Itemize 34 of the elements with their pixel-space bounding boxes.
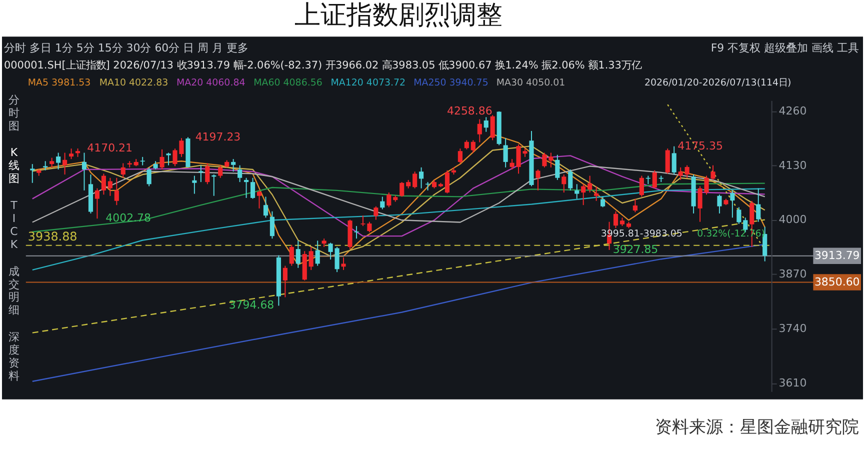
text: TICK [10,199,18,251]
text: 分时 多日 1分 5分 15分 30分 60分 日 周 月 更多 [4,42,249,55]
chart-title: 上证指数剧烈调整 [294,0,503,31]
y-tick-label: 4000 [778,213,807,226]
text: F9 不复权 超级叠加 画线 工具 [710,42,860,55]
text: MA60 4086.56 [254,77,322,88]
annotation: 4002.78 [106,212,151,225]
text: 深度资料 [8,330,20,382]
text: K线图 [8,146,20,186]
y-tick-label: 3870 [778,268,807,281]
y-tick-label: 3610 [778,376,807,390]
annotation: 3794.68 [228,298,274,312]
text: MA10 4022.83 [99,77,168,88]
ref-line-label: 3938.88 [28,229,78,244]
text: 2026/01/20-2026/07/13(114日) [644,77,792,88]
annotation: 4170.21 [87,141,132,154]
text: MA120 4073.72 [330,77,406,88]
ref-line-label: 3913.79 [814,248,860,262]
text: 资料来源：星图金融研究院 [655,416,860,436]
annotation: 4258.86 [447,104,492,118]
text: MA30 4050.01 [496,77,566,88]
y-tick-label: 3740 [778,322,807,336]
y-tick-label: 4260 [778,104,807,118]
annotation: 3927.85 [612,242,658,256]
annotation: 4197.23 [195,130,241,144]
y-tick-label: 4130 [778,158,807,172]
ref-line-label: 3850.60 [814,275,860,288]
annotation: 4175.35 [678,139,723,152]
text: 分时图 [8,93,20,132]
text: MA250 3940.75 [414,77,488,88]
text: 成交明细 [8,264,20,317]
text: 000001.SH[上证指数] 2026/07/13 收3913.79 幅-2.06%(-82.37) 开3966.02 高3983.05 低3900.67 换1.24% 振2.06% 额1.33万亿 [4,60,642,72]
text: MA5 3981.53 [28,77,91,88]
text: MA20 4060.84 [176,77,246,88]
